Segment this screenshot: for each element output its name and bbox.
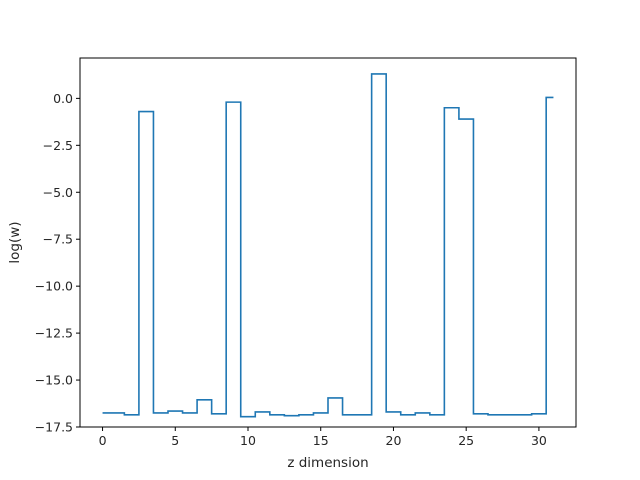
y-tick-label: −10.0 — [35, 279, 73, 294]
y-tick-label: −7.5 — [43, 232, 73, 247]
y-tick-label: −5.0 — [43, 185, 73, 200]
series-line — [102, 73, 554, 418]
y-tick-label: −2.5 — [43, 138, 73, 153]
y-tick-label: −17.5 — [35, 420, 73, 435]
x-tick-label: 10 — [240, 433, 256, 448]
x-tick-label: 5 — [171, 433, 179, 448]
x-tick-label: 20 — [386, 433, 402, 448]
x-tick-label: 15 — [313, 433, 329, 448]
y-axis-label: log(w) — [7, 221, 23, 263]
plot-frame — [79, 57, 577, 428]
y-tick-label: −12.5 — [35, 326, 73, 341]
x-tick-label: 0 — [99, 433, 107, 448]
x-axis-label: z dimension — [287, 455, 368, 471]
y-tick-label: −15.0 — [35, 373, 73, 388]
tick-group: 0 5 10 15 20 25 30 0.0 −2.5 −5.0 −7.5 −10.0 −12.5 −15… — [35, 91, 547, 448]
y-tick-label: 0.0 — [53, 91, 73, 106]
x-tick-label: 30 — [531, 433, 547, 448]
x-tick-label: 25 — [458, 433, 474, 448]
